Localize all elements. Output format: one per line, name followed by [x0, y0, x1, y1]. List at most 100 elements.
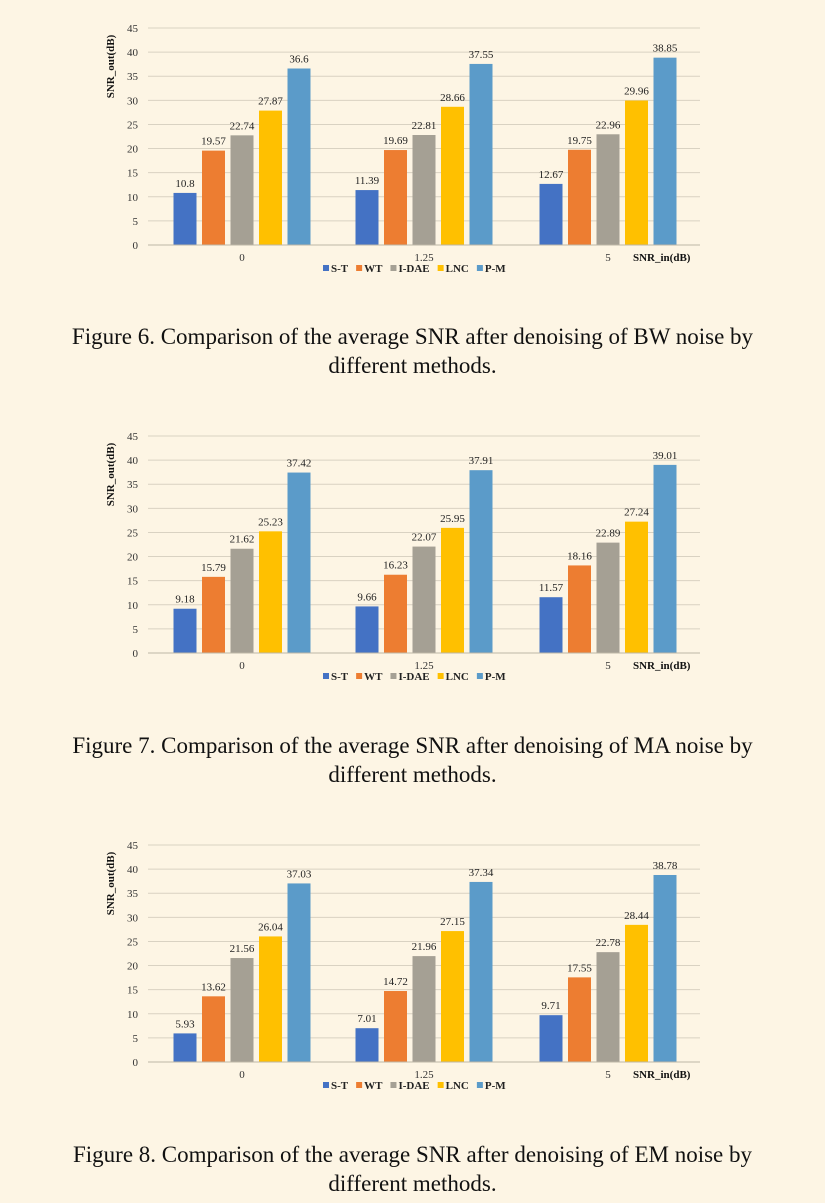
bar-p-m-1.25	[469, 63, 493, 246]
figure-6-caption: Figure 6. Comparison of the average SNR …	[0, 322, 825, 380]
legend-label-p-m: P-M	[485, 671, 506, 683]
bar-i-dae-1.25	[412, 956, 436, 1062]
data-label: 38.78	[653, 860, 678, 872]
bar-s-t-5	[539, 183, 563, 245]
x-tick-label: 0	[239, 660, 245, 672]
x-tick-label: 5	[605, 1069, 611, 1081]
data-label: 9.18	[175, 594, 195, 606]
data-label: 22.74	[230, 120, 255, 132]
x-tick-label: 0	[239, 252, 245, 264]
legend-label-lnc: LNC	[446, 263, 469, 275]
data-label: 21.62	[230, 534, 255, 546]
y-tick-label: 40	[127, 864, 139, 876]
bar-wt-0	[202, 996, 225, 1062]
bar-i-dae-5	[596, 542, 620, 653]
y-tick-label: 0	[133, 240, 139, 252]
data-label: 18.16	[567, 550, 592, 562]
data-label: 27.24	[624, 507, 649, 519]
data-label: 16.23	[383, 560, 408, 572]
y-tick-label: 15	[127, 985, 139, 997]
caption-line-2: different methods.	[328, 1171, 497, 1196]
data-label: 22.96	[596, 119, 621, 131]
y-tick-label: 25	[127, 936, 139, 948]
bar-i-dae-5	[596, 952, 620, 1062]
y-tick-label: 35	[127, 71, 139, 83]
bar-s-t-5	[539, 1015, 563, 1062]
y-tick-label: 30	[127, 95, 139, 107]
data-label: 5.93	[175, 1018, 195, 1030]
legend-label-s-t: S-T	[331, 1080, 349, 1092]
data-label: 37.55	[469, 49, 494, 61]
x-tick-label: 5	[605, 660, 611, 672]
bar-p-m-1.25	[469, 470, 493, 653]
y-tick-label: 45	[127, 840, 139, 852]
x-tick-label: 1.25	[414, 1069, 434, 1081]
figure-7: 0 5 10 15 20 25 30 35 40 45 SNR_out(dB) 9.18 15.79 21…	[0, 408, 825, 798]
figure-7-caption: Figure 7. Comparison of the average SNR …	[0, 731, 825, 789]
y-tick-label: 5	[133, 216, 139, 228]
data-label: 37.42	[287, 458, 312, 470]
data-label: 28.66	[440, 92, 465, 104]
data-label: 22.81	[412, 120, 437, 132]
y-tick-label: 15	[127, 576, 139, 588]
legend-label-s-t: S-T	[331, 671, 349, 683]
y-tick-label: 10	[127, 1009, 139, 1021]
data-label: 22.89	[596, 528, 621, 540]
y-tick-label: 5	[133, 624, 139, 636]
y-tick-label: 0	[133, 1057, 139, 1069]
y-tick-label: 45	[127, 431, 139, 443]
data-label: 37.91	[469, 455, 494, 467]
bar-p-m-0	[287, 68, 311, 245]
legend-swatch-s-t	[323, 265, 329, 271]
bar-wt-5	[568, 977, 591, 1062]
data-label: 19.75	[567, 135, 592, 147]
data-label: 21.96	[412, 941, 437, 953]
caption-line-1: Figure 7. Comparison of the average SNR …	[72, 733, 753, 758]
data-label: 37.03	[287, 868, 312, 880]
figure-6: 0 5 10 15 20 25 30 35 40 45 SNR_out(dB) 10.8 19.57 22…	[0, 0, 825, 390]
bar-wt-0	[202, 576, 225, 653]
y-tick-label: 20	[127, 961, 139, 973]
bar-lnc-0	[259, 531, 282, 653]
y-axis-label: SNR_out(dB)	[105, 34, 117, 98]
legend-label-wt: WT	[364, 671, 383, 683]
x-axis-label: SNR_in(dB)	[633, 660, 691, 672]
y-tick-label: 30	[127, 503, 139, 515]
chart-figure-7: 0 5 10 15 20 25 30 35 40 45 SNR_out(dB) 9.18 15.79 21…	[105, 431, 700, 683]
data-label: 9.66	[357, 591, 377, 603]
data-label: 9.71	[541, 1000, 560, 1012]
bar-p-m-1.25	[469, 881, 493, 1062]
data-label: 29.96	[624, 86, 649, 98]
data-label: 37.34	[469, 867, 494, 879]
bar-p-m-5	[653, 874, 677, 1062]
legend-swatch-i-dae	[390, 1082, 397, 1088]
bar-lnc-5	[625, 521, 648, 653]
x-tick-label: 5	[605, 252, 611, 264]
legend-label-p-m: P-M	[485, 1080, 506, 1092]
bar-i-dae-1.25	[412, 546, 436, 653]
legend-swatch-wt	[356, 265, 363, 271]
data-label: 38.85	[653, 43, 678, 55]
legend-swatch-s-t	[323, 1082, 329, 1088]
legend-label-p-m: P-M	[485, 263, 506, 275]
legend-swatch-p-m	[476, 673, 483, 679]
y-tick-label: 5	[133, 1033, 139, 1045]
bar-p-m-0	[287, 472, 311, 653]
bar-p-m-0	[287, 883, 311, 1062]
bar-wt-5	[568, 149, 591, 245]
data-label: 19.57	[201, 136, 226, 148]
chart-figure-8: 0 5 10 15 20 25 30 35 40 45 SNR_out(dB) 5.93 13.62 21…	[105, 840, 700, 1092]
x-tick-label: 1.25	[414, 252, 434, 264]
data-label: 22.07	[412, 532, 437, 544]
y-tick-label: 45	[127, 23, 139, 35]
bar-wt-0	[202, 150, 225, 245]
caption-line-2: different methods.	[328, 762, 497, 787]
bar-s-t-0	[173, 192, 197, 245]
y-tick-label: 15	[127, 168, 139, 180]
data-label: 7.01	[357, 1013, 376, 1025]
bar-i-dae-0	[230, 958, 254, 1062]
bar-i-dae-1.25	[412, 135, 436, 245]
y-tick-label: 10	[127, 600, 139, 612]
y-axis-label: SNR_out(dB)	[105, 442, 117, 506]
data-label: 10.8	[175, 178, 195, 190]
